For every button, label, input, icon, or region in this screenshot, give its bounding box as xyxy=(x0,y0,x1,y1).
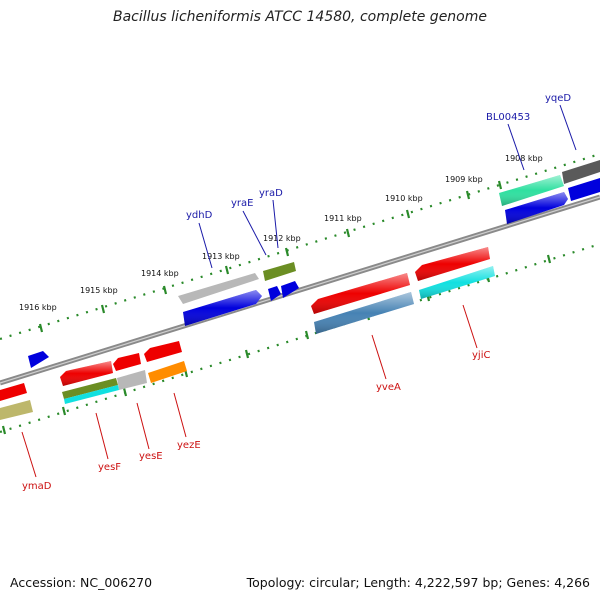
forward-gene-features xyxy=(28,160,600,368)
gene-label-yesF[interactable]: yesF xyxy=(98,462,121,473)
gene-feature[interactable] xyxy=(263,262,296,281)
kbp-label: 1913 kbp xyxy=(202,252,240,261)
forward-major-ticks xyxy=(38,180,503,333)
kbp-label: 1916 kbp xyxy=(19,303,57,312)
accession-text: Accession: NC_006270 xyxy=(10,575,153,590)
forward-gene-labels: yqeD BL00453 yraD yraE ydhD xyxy=(186,93,577,269)
reverse-major-ticks xyxy=(1,254,552,435)
reverse-tick-track xyxy=(0,242,600,434)
kbp-label: 1908 kbp xyxy=(505,154,543,163)
gene-feature[interactable] xyxy=(117,370,147,390)
gene-label-ymaD[interactable]: ymaD xyxy=(22,481,52,492)
gene-feature[interactable] xyxy=(281,281,299,298)
gene-feature[interactable] xyxy=(562,160,600,184)
gene-label-ydhD[interactable]: ydhD xyxy=(186,210,213,221)
kbp-label: 1914 kbp xyxy=(141,269,179,278)
kbp-label: 1911 kbp xyxy=(324,214,362,223)
gene-label-yraD[interactable]: yraD xyxy=(259,188,283,199)
kbp-label: 1912 kbp xyxy=(263,234,301,243)
genome-summary-text: Topology: circular; Length: 4,222,597 bp… xyxy=(246,575,590,590)
gene-label-yjiC[interactable]: yjiC xyxy=(472,350,490,361)
gene-feature[interactable] xyxy=(64,385,119,404)
gene-feature[interactable] xyxy=(62,378,118,399)
genome-backbone xyxy=(0,194,600,386)
kbp-label: 1910 kbp xyxy=(385,194,423,203)
gene-feature[interactable] xyxy=(268,286,281,301)
reverse-gene-features xyxy=(0,247,495,420)
gene-label-yesE[interactable]: yesE xyxy=(139,451,163,462)
gene-feature[interactable] xyxy=(0,400,33,420)
reverse-gene-labels: yjiC yveA yezE yesE yesF ymaD xyxy=(21,304,490,492)
gene-label-BL00453[interactable]: BL00453 xyxy=(486,112,530,123)
gene-feature[interactable] xyxy=(113,353,141,371)
gene-label-yezE[interactable]: yezE xyxy=(177,440,201,451)
gene-label-yveA[interactable]: yveA xyxy=(376,382,401,393)
gene-feature[interactable] xyxy=(0,383,27,401)
map-title: Bacillus licheniformis ATCC 14580, compl… xyxy=(113,9,487,25)
kbp-label: 1909 kbp xyxy=(445,175,483,184)
gene-feature[interactable] xyxy=(568,178,600,201)
gene-feature[interactable] xyxy=(144,341,182,362)
gene-label-yraE[interactable]: yraE xyxy=(231,198,253,209)
gene-label-yqeD[interactable]: yqeD xyxy=(545,93,571,104)
gene-feature[interactable] xyxy=(178,273,259,304)
kbp-label: 1915 kbp xyxy=(80,286,118,295)
gene-feature[interactable] xyxy=(148,361,187,383)
forward-tick-track xyxy=(0,152,600,341)
gene-feature[interactable] xyxy=(28,351,49,368)
